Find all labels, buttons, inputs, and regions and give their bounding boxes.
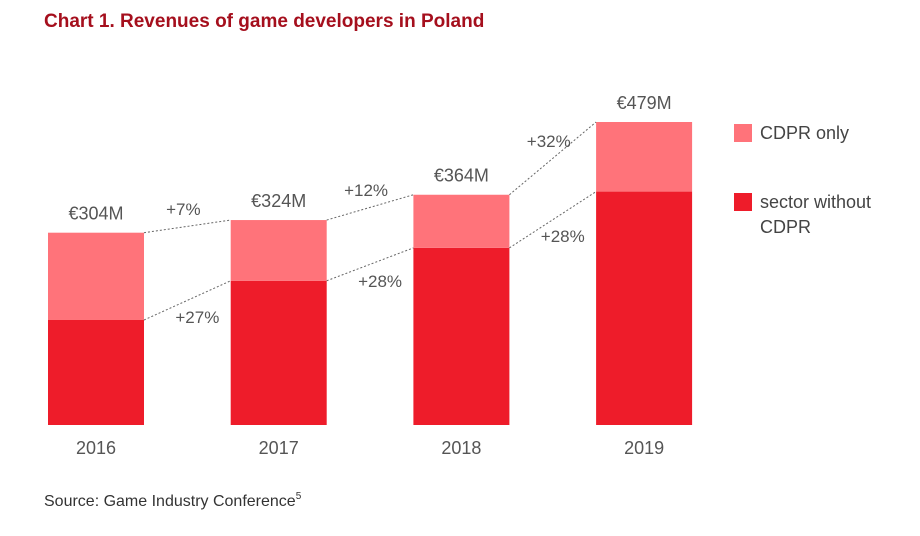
x-tick-label: 2018 bbox=[441, 438, 481, 458]
source-text: Source: Game Industry Conference bbox=[44, 493, 296, 510]
connector bbox=[143, 219, 231, 234]
legend-item: CDPR only bbox=[734, 121, 849, 146]
connector bbox=[509, 121, 597, 196]
connector bbox=[326, 194, 414, 221]
source: Source: Game Industry Conference5 bbox=[44, 491, 302, 511]
bar-segment bbox=[48, 232, 144, 320]
connector bbox=[509, 191, 597, 249]
x-tick-label: 2019 bbox=[624, 438, 664, 458]
bar-segment bbox=[413, 247, 510, 425]
growth-label: +28% bbox=[541, 227, 585, 246]
growth-label: +7% bbox=[166, 200, 201, 219]
x-tick-label: 2017 bbox=[259, 438, 299, 458]
total-label: €364M bbox=[434, 165, 489, 185]
growth-label: +32% bbox=[527, 132, 571, 151]
total-label: €324M bbox=[251, 191, 306, 211]
legend-item: sector without CDPR bbox=[734, 190, 904, 240]
legend-swatch bbox=[734, 193, 752, 211]
total-label: €304M bbox=[68, 203, 123, 223]
total-label: €479M bbox=[617, 93, 672, 113]
source-note: 5 bbox=[296, 491, 302, 502]
bar-segment bbox=[596, 191, 693, 425]
bar-segment bbox=[230, 280, 327, 425]
growth-label: +28% bbox=[358, 272, 402, 291]
legend-label: CDPR only bbox=[760, 123, 850, 143]
x-tick-label: 2016 bbox=[76, 438, 116, 458]
bar-segment bbox=[230, 220, 327, 281]
connector bbox=[326, 247, 414, 282]
growth-label: +12% bbox=[344, 181, 388, 200]
growth-label: +27% bbox=[175, 308, 219, 327]
chart-title: Chart 1. Revenues of game developers in … bbox=[44, 11, 484, 32]
legend-swatch bbox=[734, 124, 752, 142]
bar-segment bbox=[596, 122, 693, 192]
legend-label: sector without CDPR bbox=[760, 192, 872, 237]
bar-segment bbox=[413, 194, 510, 248]
bar-segment bbox=[48, 319, 144, 425]
